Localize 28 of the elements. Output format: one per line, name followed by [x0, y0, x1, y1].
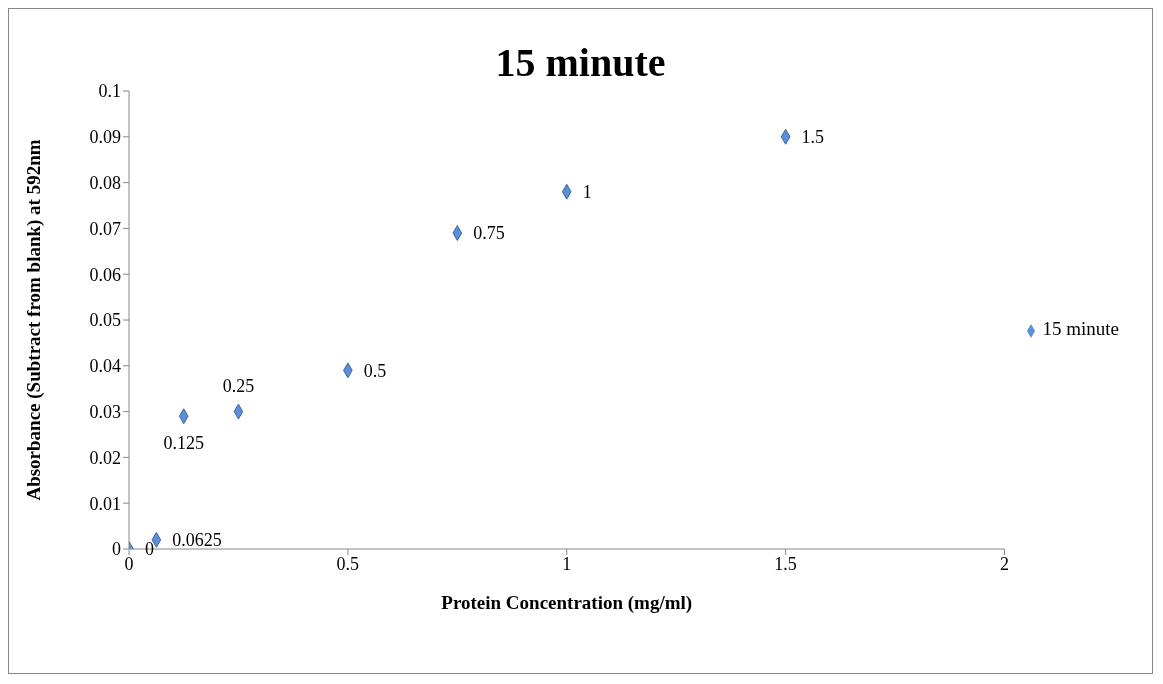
y-tick-label: 0 — [112, 539, 121, 560]
annotation: 1 — [582, 182, 592, 203]
y-tick-label: 0.07 — [89, 218, 121, 239]
x-tick-label: 1 — [562, 553, 572, 574]
x-tick-label: 2 — [999, 553, 1009, 574]
x-tick-label: 0.5 — [336, 553, 360, 574]
y-tick-label: 0.04 — [89, 356, 121, 377]
x-tick-label: 0 — [124, 553, 134, 574]
y-tick-label: 0.01 — [89, 493, 121, 514]
y-tick-label: 0.05 — [89, 310, 121, 331]
annotation: 1.5 — [801, 127, 825, 148]
y-tick-label: 0.03 — [89, 401, 121, 422]
x-axis-title: Protein Concentration (mg/ml) — [441, 592, 693, 614]
y-tick-label: 0.09 — [89, 127, 121, 148]
annotation: 0.125 — [163, 432, 204, 453]
y-tick-label: 0.02 — [89, 447, 121, 468]
legend-label: 15 minute — [1042, 318, 1119, 339]
annotation: 0.0625 — [172, 530, 222, 551]
annotation: 0.5 — [363, 360, 387, 381]
annotation: 0.25 — [222, 375, 255, 396]
annotation: 0.75 — [473, 223, 505, 244]
x-tick-label: 1.5 — [774, 553, 797, 574]
y-tick-label: 0.06 — [89, 264, 121, 285]
y-axis-title: Absorbance (Subtract from blank) at 592nm — [22, 139, 45, 501]
y-tick-label: 0.1 — [98, 81, 121, 102]
y-tick-label: 0.08 — [89, 172, 121, 193]
chart-title: 15 minute — [495, 40, 666, 85]
annotation: 0 — [145, 539, 154, 560]
